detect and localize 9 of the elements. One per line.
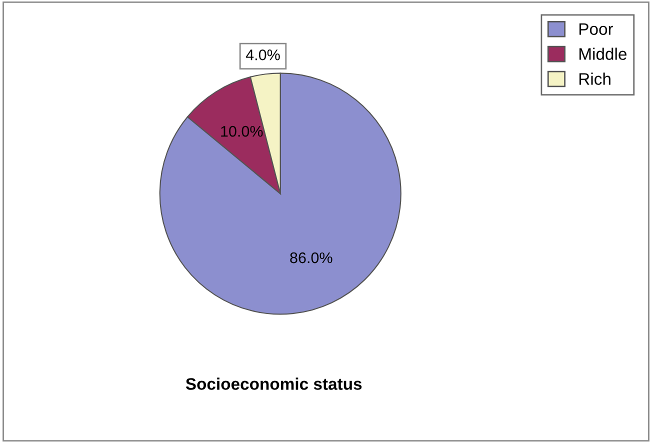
legend-label: Rich: [579, 72, 610, 85]
pie-slice: [186, 76, 281, 194]
data-label: 86.0%: [290, 252, 332, 264]
legend-label: Middle: [579, 48, 626, 60]
text: Socioeconomic status: [186, 378, 362, 390]
data-label: 10.0%: [221, 126, 263, 137]
data-label: 4.0%: [246, 49, 280, 60]
pie-slice: [159, 72, 402, 315]
legend-label: Poor: [579, 23, 614, 35]
